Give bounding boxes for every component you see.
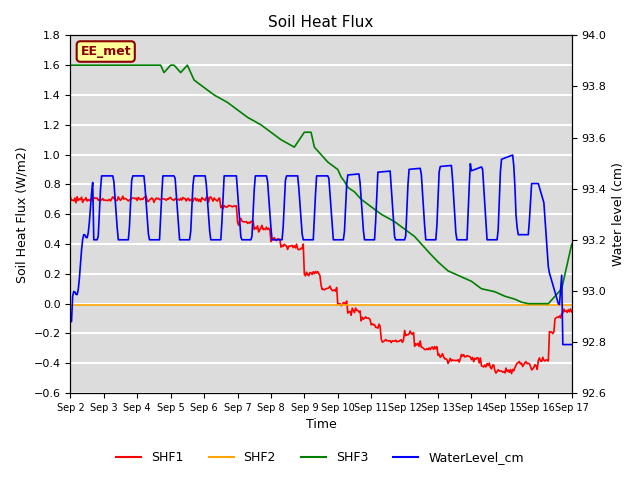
SHF2 xyxy=(274,302,282,308)
Legend: SHF1, SHF2, SHF3, WaterLevel_cm: SHF1, SHF2, SHF3, WaterLevel_cm xyxy=(111,446,529,469)
SHF2 xyxy=(67,302,74,308)
SHF2 xyxy=(339,302,347,308)
SHF1 xyxy=(275,236,283,242)
SHF3 xyxy=(274,134,282,140)
SHF3 xyxy=(486,288,494,294)
WaterLevel_cm xyxy=(274,237,282,243)
Title: Soil Heat Flux: Soil Heat Flux xyxy=(268,15,374,30)
WaterLevel_cm xyxy=(568,342,575,348)
Text: EE_met: EE_met xyxy=(81,45,131,58)
Line: SHF1: SHF1 xyxy=(70,196,572,373)
SHF1 xyxy=(406,328,414,334)
SHF3 xyxy=(140,62,148,68)
SHF2 xyxy=(140,302,148,308)
SHF3 xyxy=(90,62,98,68)
WaterLevel_cm xyxy=(486,237,494,243)
SHF1 xyxy=(67,194,74,200)
Y-axis label: Water level (cm): Water level (cm) xyxy=(612,162,625,266)
SHF2 xyxy=(90,302,98,308)
SHF3 xyxy=(568,241,575,247)
SHF1 xyxy=(142,193,150,199)
SHF2 xyxy=(568,302,575,308)
SHF3 xyxy=(524,301,532,307)
WaterLevel_cm xyxy=(405,167,413,172)
SHF1 xyxy=(90,195,98,201)
WaterLevel_cm xyxy=(67,319,74,324)
SHF1 xyxy=(488,366,495,372)
Y-axis label: Soil Heat Flux (W/m2): Soil Heat Flux (W/m2) xyxy=(15,146,28,283)
SHF3 xyxy=(405,229,413,235)
Line: SHF3: SHF3 xyxy=(70,65,572,304)
SHF3 xyxy=(67,62,74,68)
SHF1 xyxy=(340,300,348,306)
X-axis label: Time: Time xyxy=(306,419,337,432)
Line: WaterLevel_cm: WaterLevel_cm xyxy=(70,155,572,345)
SHF3 xyxy=(339,177,347,183)
WaterLevel_cm xyxy=(140,173,148,179)
SHF2 xyxy=(486,302,494,308)
WaterLevel_cm xyxy=(90,237,98,243)
WaterLevel_cm xyxy=(559,342,566,348)
WaterLevel_cm xyxy=(339,237,347,243)
SHF1 xyxy=(140,195,148,201)
SHF1 xyxy=(568,309,575,315)
SHF2 xyxy=(405,302,413,308)
WaterLevel_cm xyxy=(509,152,516,158)
SHF1 xyxy=(508,371,515,376)
